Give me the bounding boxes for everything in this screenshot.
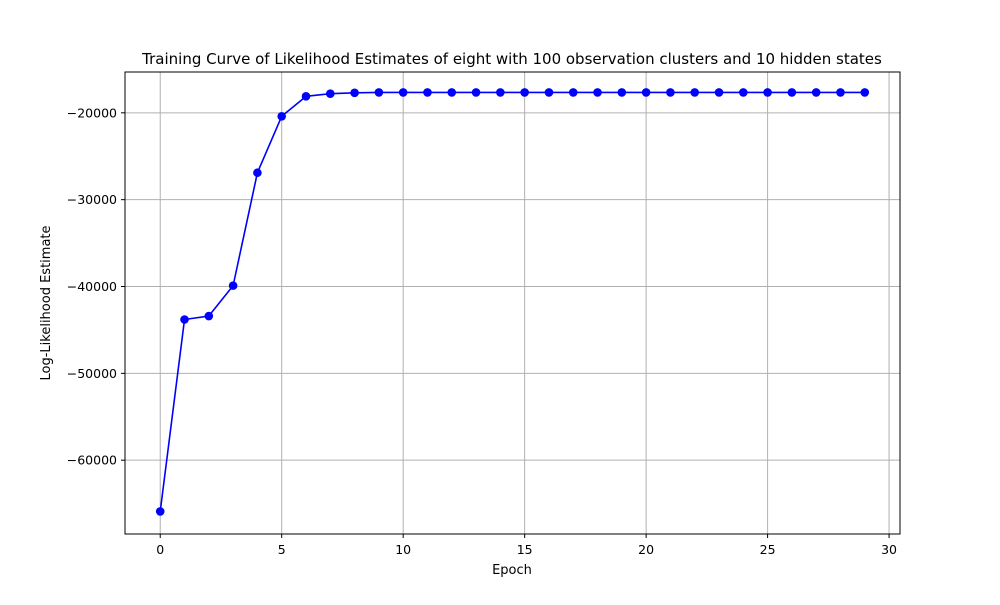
data-point (180, 315, 189, 324)
grid-lines (125, 72, 900, 534)
data-point (811, 88, 821, 97)
data-point (471, 88, 481, 97)
data-point (666, 88, 675, 97)
y-tick-label: −50000 (67, 366, 117, 381)
data-point (374, 88, 384, 97)
chart-title: Training Curve of Likelihood Estimates o… (141, 50, 882, 68)
data-point (593, 88, 602, 97)
data-point (325, 89, 335, 99)
x-tick-label: 20 (638, 542, 654, 557)
axis-ticks: 0 5 10 15 20 25 30 −60000 −50000 −40000 −30000 −200… (67, 105, 897, 557)
data-point (617, 88, 627, 97)
y-tick-label: −40000 (67, 279, 117, 294)
y-axis-label: Log-Likelihood Estimate (39, 225, 54, 380)
x-tick-label: 10 (395, 542, 411, 557)
data-point (496, 88, 505, 97)
x-axis-label: Epoch (492, 563, 532, 578)
data-point (423, 88, 432, 97)
data-point (228, 281, 238, 290)
data-point (544, 88, 554, 97)
data-point (860, 88, 870, 97)
data-point (763, 88, 772, 97)
data-point (738, 88, 748, 97)
x-tick-label: 0 (156, 542, 164, 557)
data-series (155, 88, 870, 516)
x-tick-label: 25 (760, 542, 776, 557)
data-point (253, 168, 262, 178)
data-point (398, 88, 408, 97)
data-point (568, 88, 578, 97)
data-point (155, 507, 165, 516)
data-point (520, 88, 529, 97)
y-tick-label: −60000 (67, 453, 117, 468)
data-point (787, 88, 797, 97)
plot-area-frame (124, 71, 901, 535)
y-tick-label: −30000 (67, 192, 117, 207)
data-point (301, 92, 311, 101)
x-tick-label: 15 (517, 542, 533, 557)
data-point (641, 88, 651, 97)
data-point (836, 88, 845, 97)
data-point (714, 88, 724, 97)
y-tick-label: −20000 (67, 105, 117, 120)
x-tick-label: 30 (881, 542, 897, 557)
data-point (277, 111, 287, 121)
data-point (350, 88, 359, 98)
data-point (690, 88, 700, 97)
data-point (204, 311, 214, 321)
data-point (447, 88, 457, 97)
x-tick-label: 5 (278, 542, 286, 557)
